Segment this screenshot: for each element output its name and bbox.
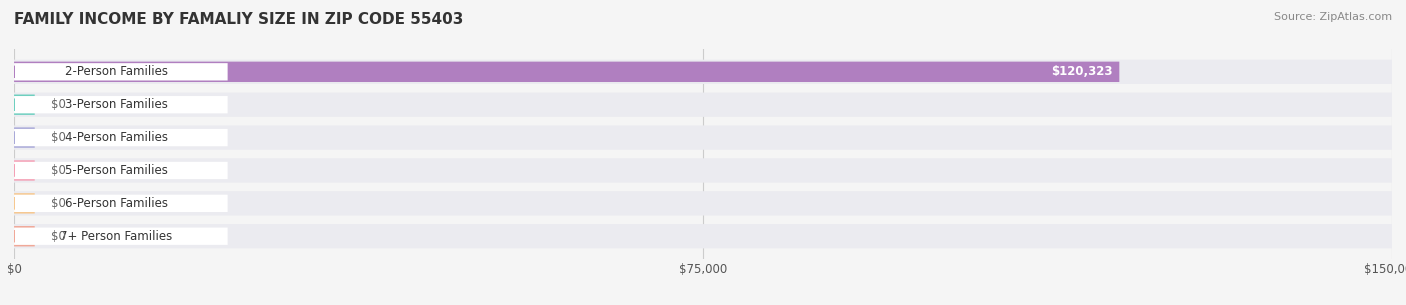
FancyBboxPatch shape xyxy=(14,160,35,181)
FancyBboxPatch shape xyxy=(14,228,228,245)
FancyBboxPatch shape xyxy=(14,95,35,115)
FancyBboxPatch shape xyxy=(14,158,1392,183)
Text: $0: $0 xyxy=(51,164,66,177)
Text: 3-Person Families: 3-Person Families xyxy=(65,98,167,111)
FancyBboxPatch shape xyxy=(14,92,1392,117)
Text: $0: $0 xyxy=(51,230,66,243)
FancyBboxPatch shape xyxy=(14,129,228,146)
Text: 6-Person Families: 6-Person Families xyxy=(65,197,169,210)
Text: $0: $0 xyxy=(51,197,66,210)
Text: 4-Person Families: 4-Person Families xyxy=(65,131,169,144)
FancyBboxPatch shape xyxy=(14,125,1392,150)
FancyBboxPatch shape xyxy=(14,62,1119,82)
FancyBboxPatch shape xyxy=(14,195,228,212)
FancyBboxPatch shape xyxy=(14,193,35,213)
Text: Source: ZipAtlas.com: Source: ZipAtlas.com xyxy=(1274,12,1392,22)
FancyBboxPatch shape xyxy=(14,191,1392,216)
FancyBboxPatch shape xyxy=(14,96,228,113)
FancyBboxPatch shape xyxy=(14,226,35,246)
Text: FAMILY INCOME BY FAMALIY SIZE IN ZIP CODE 55403: FAMILY INCOME BY FAMALIY SIZE IN ZIP COD… xyxy=(14,12,464,27)
FancyBboxPatch shape xyxy=(14,60,1392,84)
FancyBboxPatch shape xyxy=(14,127,35,148)
Text: $0: $0 xyxy=(51,131,66,144)
Text: $0: $0 xyxy=(51,98,66,111)
FancyBboxPatch shape xyxy=(14,63,228,81)
FancyBboxPatch shape xyxy=(14,224,1392,248)
Text: 7+ Person Families: 7+ Person Families xyxy=(60,230,173,243)
Text: $120,323: $120,323 xyxy=(1050,65,1112,78)
Text: 2-Person Families: 2-Person Families xyxy=(65,65,169,78)
Text: 5-Person Families: 5-Person Families xyxy=(65,164,167,177)
FancyBboxPatch shape xyxy=(14,162,228,179)
